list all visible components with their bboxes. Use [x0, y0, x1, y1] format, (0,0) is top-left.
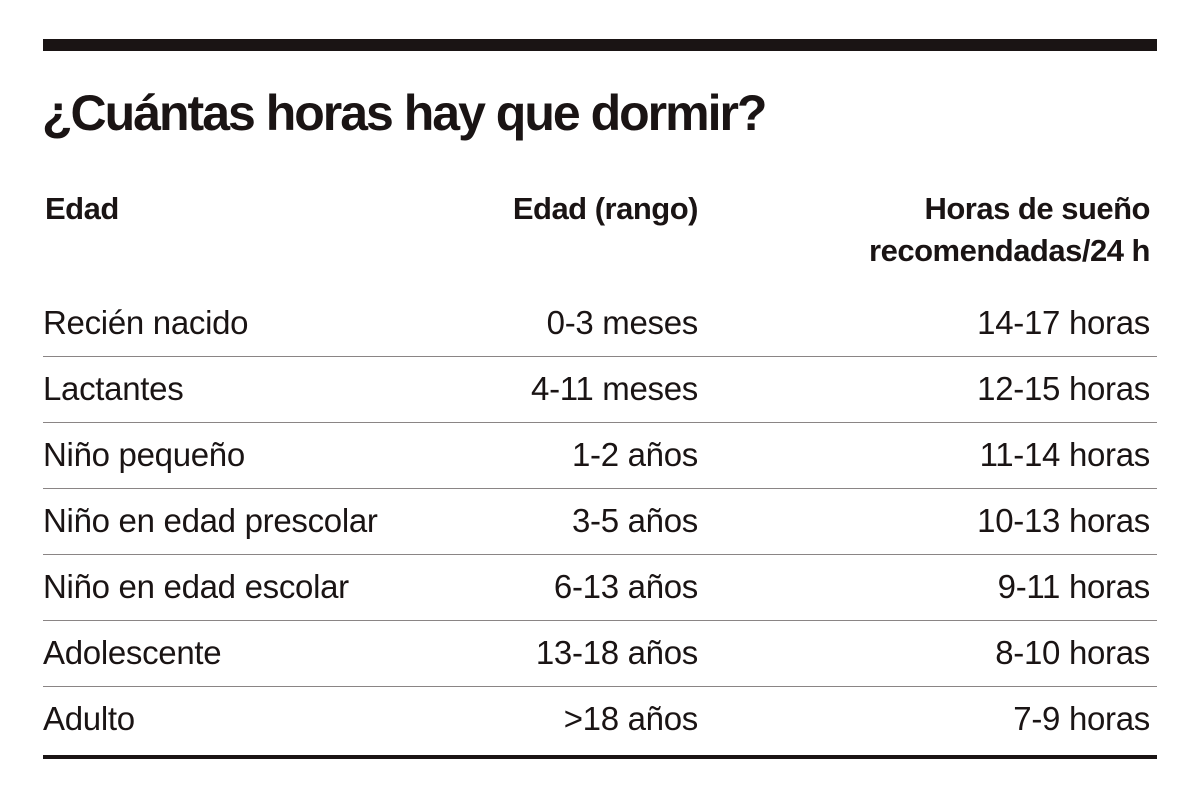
age-cell: Adolescente — [43, 634, 222, 671]
age-range-cell: 3-5 años — [571, 502, 698, 539]
age-range-cell: 0-3 meses — [546, 304, 699, 341]
hours-cell: 11-14 horas — [979, 436, 1151, 473]
age-range-cell: 6-13 años — [553, 568, 698, 605]
table-row: Recién nacido 0-3 meses 14-17 horas — [43, 291, 1157, 357]
age-cell: Niño en edad escolar — [43, 568, 349, 605]
hours-cell: 8-10 horas — [995, 634, 1150, 671]
top-rule — [43, 39, 1157, 51]
header-hours-line-1: Horas de sueño — [924, 191, 1150, 226]
sleep-hours-table: Edad Edad (rango) Horas de sueño recomen… — [43, 188, 1157, 753]
bottom-rule — [43, 755, 1157, 759]
hours-cell: 10-13 horas — [977, 502, 1150, 539]
hours-cell: 12-15 horas — [977, 370, 1150, 407]
table-header: Edad Edad (rango) Horas de sueño recomen… — [43, 188, 1157, 291]
table-row: Adolescente 13-18 años 8-10 horas — [43, 621, 1157, 687]
table-body: Recién nacido 0-3 meses 14-17 horas Lact… — [43, 291, 1157, 753]
table-row: Niño en edad prescolar 3-5 años 10-13 ho… — [43, 489, 1157, 555]
age-cell: Recién nacido — [43, 304, 249, 341]
age-range-cell: 4-11 meses — [531, 370, 698, 407]
hours-cell: 7-9 horas — [1013, 700, 1150, 737]
header-age-range: Edad (rango) — [512, 191, 699, 226]
header-recommended-hours: Horas de sueño recomendadas/24 h — [869, 188, 1150, 272]
table-row: Niño en edad escolar 6-13 años 9-11 hora… — [43, 555, 1157, 621]
age-cell: Lactantes — [43, 370, 184, 407]
age-range-cell: 1-2 años — [571, 436, 698, 473]
hours-cell: 14-17 horas — [977, 304, 1150, 341]
header-hours-line-2: recomendadas/24 h — [869, 233, 1150, 268]
age-cell: Niño pequeño — [43, 436, 245, 473]
age-range-cell: 13-18 años — [535, 634, 698, 671]
table-row: Adulto >18 años 7-9 horas — [43, 687, 1157, 753]
age-range-cell: >18 años — [563, 700, 699, 737]
header-age: Edad — [45, 191, 119, 226]
age-cell: Adulto — [43, 700, 135, 737]
hours-cell: 9-11 horas — [997, 568, 1151, 605]
table-row: Niño pequeño 1-2 años 11-14 horas — [43, 423, 1157, 489]
page-title: ¿Cuántas horas hay que dormir? — [42, 85, 767, 141]
table-row: Lactantes 4-11 meses 12-15 horas — [43, 357, 1157, 423]
age-cell: Niño en edad prescolar — [43, 502, 378, 539]
